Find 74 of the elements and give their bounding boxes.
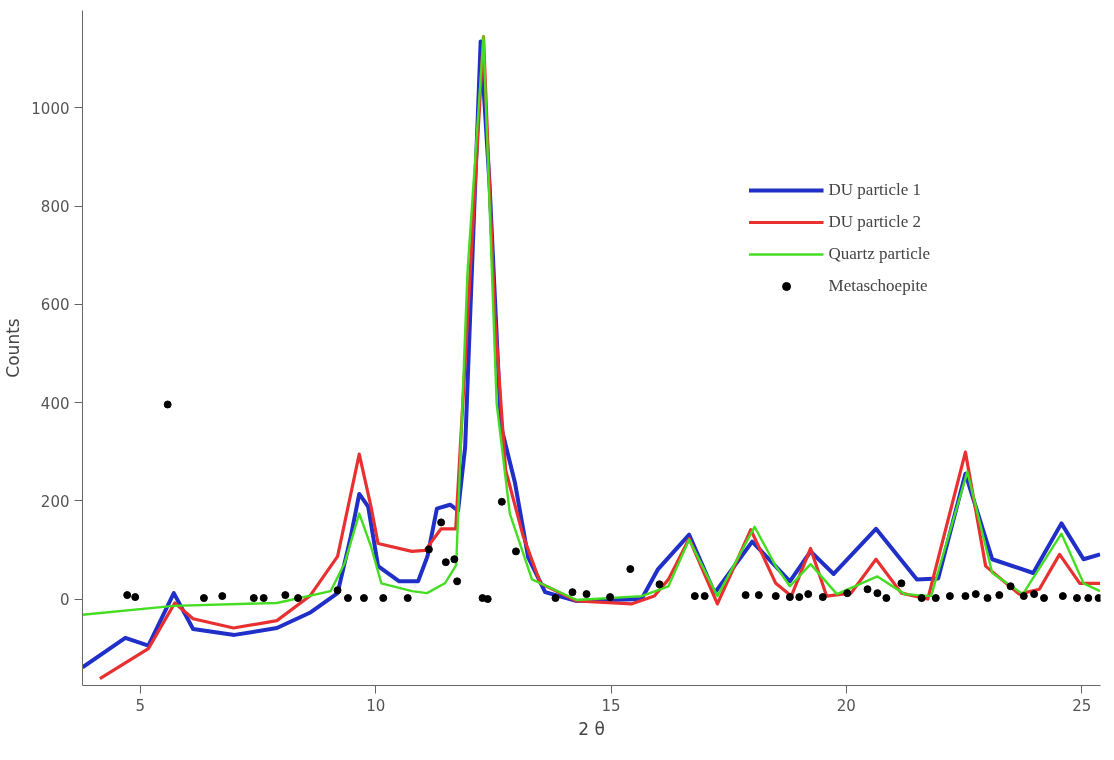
point [281,591,290,600]
point [403,594,412,603]
point [259,594,268,603]
y-tick-label: 0 [59,591,70,610]
point [897,579,906,588]
point [655,580,664,589]
point [818,593,827,602]
point [995,591,1004,600]
point [1058,592,1067,601]
point [379,594,388,603]
point [294,594,303,603]
point [511,547,520,556]
point [700,592,709,601]
point [249,594,258,603]
point [568,588,577,597]
point [945,592,954,601]
y-tick-label: 400 [40,394,70,413]
point [804,590,813,599]
point [123,591,132,600]
point [795,593,804,602]
point [785,593,794,602]
point [1006,582,1015,591]
point [1084,594,1093,603]
point [843,589,852,598]
legend-label: DU particle 1 [828,180,922,200]
point [359,594,368,603]
x-tick-label: 20 [836,696,856,715]
point [1030,590,1039,599]
point [917,594,926,603]
point [163,400,172,409]
point [453,577,462,586]
legend-label: Quartz particle [828,244,930,264]
point [437,518,446,527]
point [1072,594,1081,603]
legend-label: DU particle 2 [828,212,922,232]
point [441,558,450,567]
point [626,565,635,574]
y-tick-label: 800 [40,198,70,217]
point [551,594,560,603]
point [741,591,750,600]
point [690,592,699,601]
y-axis-title: Counts [3,318,24,378]
legend-label: Metaschoepite [828,276,928,296]
x-axis-title: 2 θ [578,718,605,739]
x-tick-label: 25 [1072,696,1092,715]
point [983,594,992,603]
point [971,590,980,599]
y-tick-label: 200 [40,492,70,511]
point [873,589,882,598]
point [424,545,433,554]
y-tick-label: 1000 [31,99,70,118]
point [863,585,872,594]
point [218,592,227,601]
x-tick-label: 15 [601,696,621,715]
point [343,594,352,603]
x-tick-label: 5 [135,696,146,715]
point [450,555,459,564]
point [497,497,506,506]
point [582,590,591,599]
point [333,586,342,595]
point [131,593,140,602]
x-tick-label: 10 [366,696,386,715]
point [1094,594,1101,603]
point [1019,592,1028,601]
point [606,593,615,602]
point [483,595,492,604]
point [931,594,940,603]
point [771,592,780,601]
point [199,594,208,603]
point [961,592,970,601]
y-tick-label: 600 [40,296,70,315]
point [882,594,891,603]
point [1040,594,1049,603]
point [754,591,763,600]
